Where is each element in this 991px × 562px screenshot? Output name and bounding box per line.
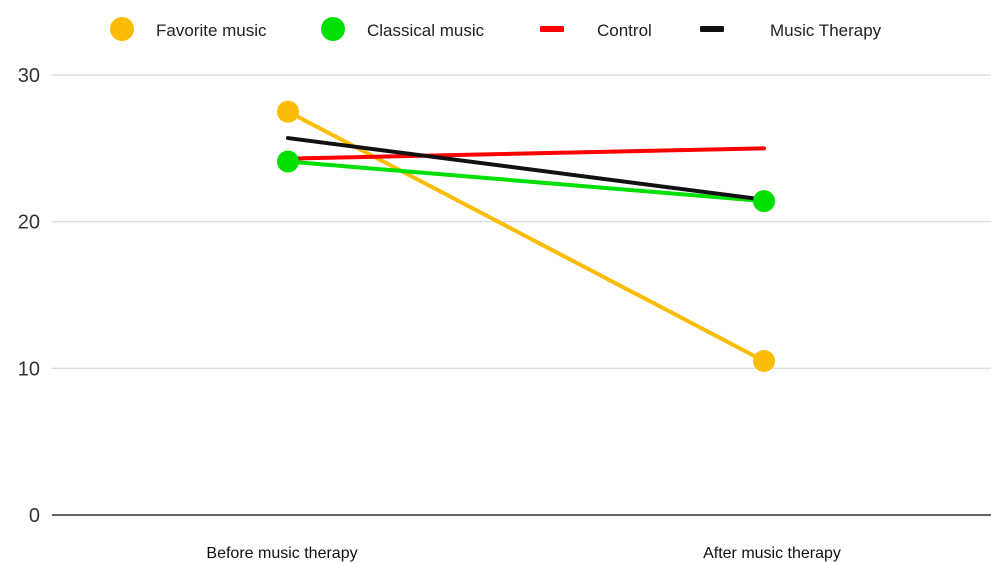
legend-marker bbox=[110, 17, 134, 41]
series-line bbox=[286, 146, 766, 161]
data-point bbox=[277, 150, 299, 173]
legend-marker bbox=[540, 26, 564, 32]
legend-label: Favorite music bbox=[156, 21, 267, 40]
y-tick-label: 0 bbox=[29, 505, 40, 527]
x-axis: Before music therapy After music therapy bbox=[206, 545, 841, 562]
plot-area bbox=[277, 100, 775, 372]
series-line bbox=[286, 159, 766, 204]
legend-label: Classical music bbox=[367, 21, 485, 40]
y-tick-label: 30 bbox=[18, 65, 40, 87]
x-category-label: Before music therapy bbox=[206, 545, 357, 562]
legend-label: Control bbox=[597, 21, 652, 40]
y-tick-label: 10 bbox=[18, 358, 40, 380]
legend-marker bbox=[700, 26, 724, 32]
legend-marker bbox=[321, 17, 345, 41]
data-point bbox=[753, 190, 775, 213]
series-line bbox=[286, 136, 766, 202]
legend-label: Music Therapy bbox=[770, 21, 882, 40]
y-axis: 0 10 20 30 bbox=[18, 65, 40, 527]
series-line bbox=[286, 109, 766, 363]
data-point bbox=[753, 350, 775, 372]
y-tick-label: 20 bbox=[18, 212, 40, 234]
data-point bbox=[277, 100, 299, 123]
legend: Favorite music Classical music Control Musi… bbox=[110, 17, 882, 41]
x-category-label: After music therapy bbox=[703, 545, 841, 562]
gridlines bbox=[52, 74, 991, 516]
